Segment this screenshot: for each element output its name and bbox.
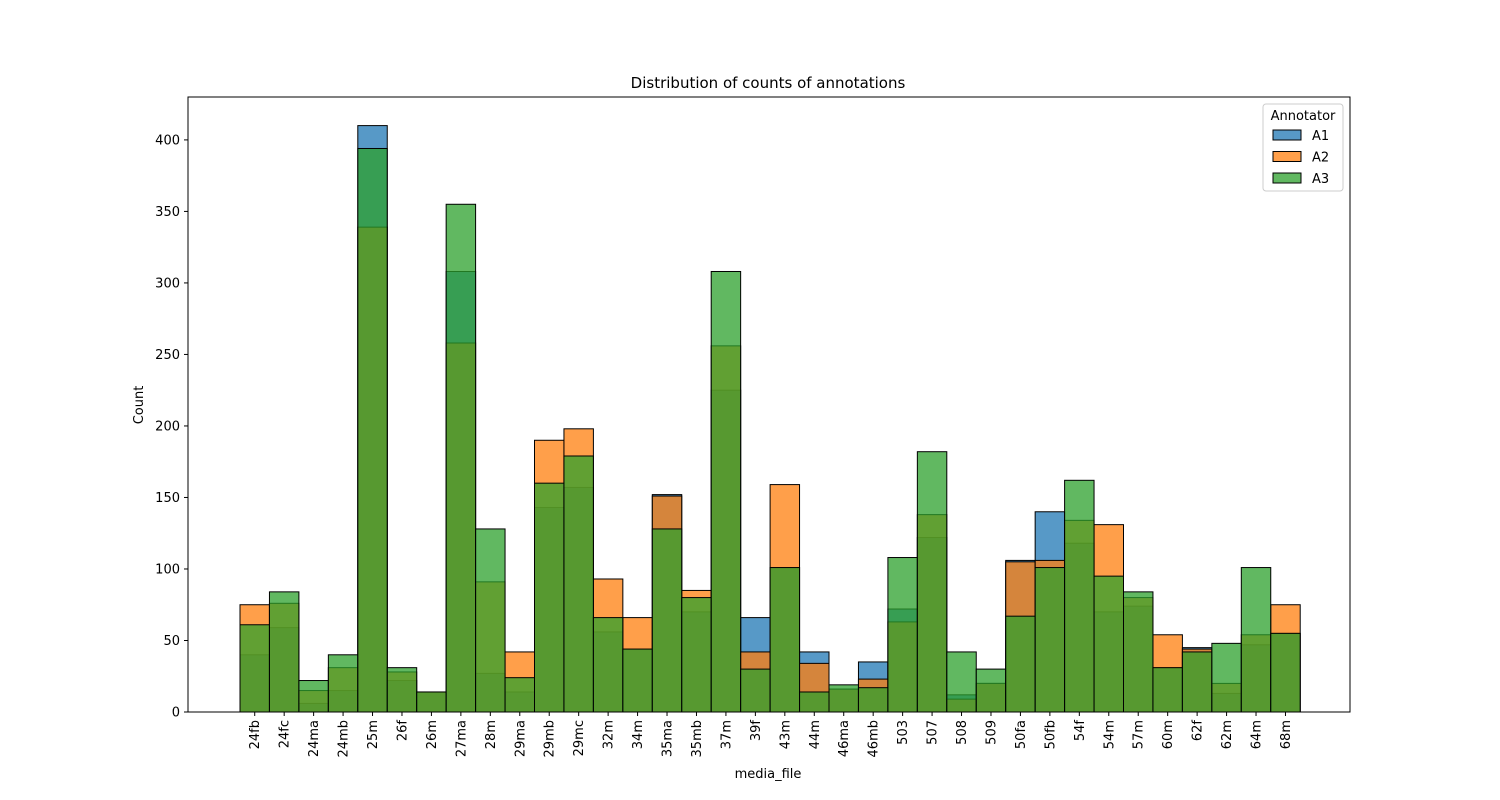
x-tick-label-68m: 68m xyxy=(1279,720,1294,749)
bar-a3-46mb xyxy=(857,687,889,713)
bar-a3-35ma xyxy=(651,528,683,713)
x-tick-label-35mb: 35mb xyxy=(690,720,705,757)
x-tick-label-62m: 62m xyxy=(1220,720,1235,749)
x-tick-label-24mb: 24mb xyxy=(337,720,352,757)
bar-a3-508 xyxy=(946,651,977,713)
bar-a3-54m xyxy=(1093,575,1125,713)
y-tick-label: 50 xyxy=(163,634,180,649)
bar-a3-24ma xyxy=(298,680,329,713)
bars-layer xyxy=(239,125,1301,713)
x-tick-label-46mb: 46mb xyxy=(867,720,882,757)
x-tick-label-34m: 34m xyxy=(631,720,646,749)
x-axis: 24fb 24fc 24ma 24mb 25m 26f 26m 27ma 28m 29ma 29mb… xyxy=(248,712,1294,757)
x-tick-label-62f: 62f xyxy=(1191,720,1206,742)
bar-a3-26m xyxy=(416,691,447,713)
y-tick-label: 300 xyxy=(155,276,180,291)
x-axis-label: media_file xyxy=(735,767,802,782)
x-tick-label-57m: 57m xyxy=(1132,720,1147,749)
bar-a3-29mc xyxy=(563,455,594,713)
bar-a3-34m xyxy=(622,648,653,713)
bar-a3-29ma xyxy=(504,677,535,713)
legend-label-a1: A1 xyxy=(1312,129,1329,144)
bar-a3-507 xyxy=(916,451,948,713)
bar-a3-54f xyxy=(1064,479,1095,713)
bar-a3-46ma xyxy=(828,684,859,713)
bar-a3-62m xyxy=(1211,642,1242,713)
x-tick-label-507: 507 xyxy=(926,720,941,745)
y-axis: 0 50 100 150 200 250 300 350 400 xyxy=(155,133,188,721)
x-tick-label-26m: 26m xyxy=(425,720,440,749)
x-tick-label-24fb: 24fb xyxy=(248,720,263,749)
y-axis-label: Count xyxy=(132,386,147,425)
bar-a3-24fc xyxy=(268,591,300,713)
x-tick-label-24fc: 24fc xyxy=(278,720,293,748)
bar-a3-26f xyxy=(386,667,418,713)
bar-a3-43m xyxy=(769,567,801,713)
bar-a3-24mb xyxy=(327,654,359,713)
bar-a3-35mb xyxy=(681,597,712,713)
x-tick-label-29mc: 29mc xyxy=(572,720,587,756)
y-tick-label: 250 xyxy=(155,348,180,363)
legend-box xyxy=(1262,103,1344,192)
chart-title: Distribution of counts of annotations xyxy=(631,74,906,92)
x-tick-label-60m: 60m xyxy=(1161,720,1176,749)
x-tick-label-54m: 54m xyxy=(1102,720,1117,749)
x-tick-label-64m: 64m xyxy=(1250,720,1265,749)
bar-a3-64m xyxy=(1240,567,1272,713)
x-tick-label-43m: 43m xyxy=(778,720,793,749)
bar-a3-25m xyxy=(357,147,388,713)
x-tick-label-29mb: 29mb xyxy=(543,720,558,757)
y-tick-label: 200 xyxy=(155,419,180,434)
bar-a3-503 xyxy=(887,557,918,713)
bar-a3-39f xyxy=(740,668,771,713)
bar-a3-44m xyxy=(799,691,830,713)
legend-title: Annotator xyxy=(1271,109,1336,124)
bar-a3-50fb xyxy=(1034,567,1066,713)
legend-swatch-a3 xyxy=(1272,172,1302,184)
x-tick-label-29ma: 29ma xyxy=(513,720,528,757)
legend-label-a2: A2 xyxy=(1312,151,1329,166)
legend-label-a3: A3 xyxy=(1312,172,1329,187)
y-tick-label: 150 xyxy=(155,491,180,506)
x-tick-label-27ma: 27ma xyxy=(454,720,469,757)
y-tick-label: 350 xyxy=(155,205,180,220)
x-tick-label-39f: 39f xyxy=(749,720,764,742)
bar-a3-29mb xyxy=(534,482,565,713)
bar-a3-68m xyxy=(1270,632,1301,713)
x-tick-label-37m: 37m xyxy=(719,720,734,749)
plot-frame xyxy=(187,96,1351,713)
bar-a3-24fb xyxy=(239,624,270,713)
bar-a3-27ma xyxy=(445,203,477,713)
x-tick-label-50fb: 50fb xyxy=(1043,720,1058,749)
x-tick-label-28m: 28m xyxy=(484,720,499,749)
bar-a3-62f xyxy=(1181,651,1213,713)
bar-a3-60m xyxy=(1152,667,1183,713)
x-tick-label-24ma: 24ma xyxy=(307,720,322,757)
x-tick-label-50fa: 50fa xyxy=(1014,720,1029,749)
bar-a3-32m xyxy=(592,617,624,713)
x-tick-label-503: 503 xyxy=(896,720,911,745)
x-tick-label-508: 508 xyxy=(955,720,970,745)
x-tick-label-54f: 54f xyxy=(1073,720,1088,742)
legend-swatch-a1 xyxy=(1272,129,1302,141)
x-tick-label-25m: 25m xyxy=(366,720,381,749)
bar-a3-57m xyxy=(1123,591,1154,713)
y-tick-label: 400 xyxy=(155,133,180,148)
bar-a3-28m xyxy=(475,528,506,713)
x-tick-label-32m: 32m xyxy=(602,720,617,749)
bar-a3-50fa xyxy=(1005,615,1036,713)
x-tick-label-26f: 26f xyxy=(395,720,410,742)
legend: Annotator A1 A2 A3 xyxy=(1262,103,1344,192)
x-tick-label-35ma: 35ma xyxy=(661,720,676,757)
bar-a3-509 xyxy=(975,668,1007,713)
x-tick-label-44m: 44m xyxy=(808,720,823,749)
y-tick-label: 0 xyxy=(172,706,180,721)
x-tick-label-509: 509 xyxy=(984,720,999,745)
bar-a3-37m xyxy=(710,270,742,713)
y-tick-label: 100 xyxy=(155,562,180,577)
legend-swatch-a2 xyxy=(1272,151,1302,162)
x-tick-label-46ma: 46ma xyxy=(837,720,852,757)
